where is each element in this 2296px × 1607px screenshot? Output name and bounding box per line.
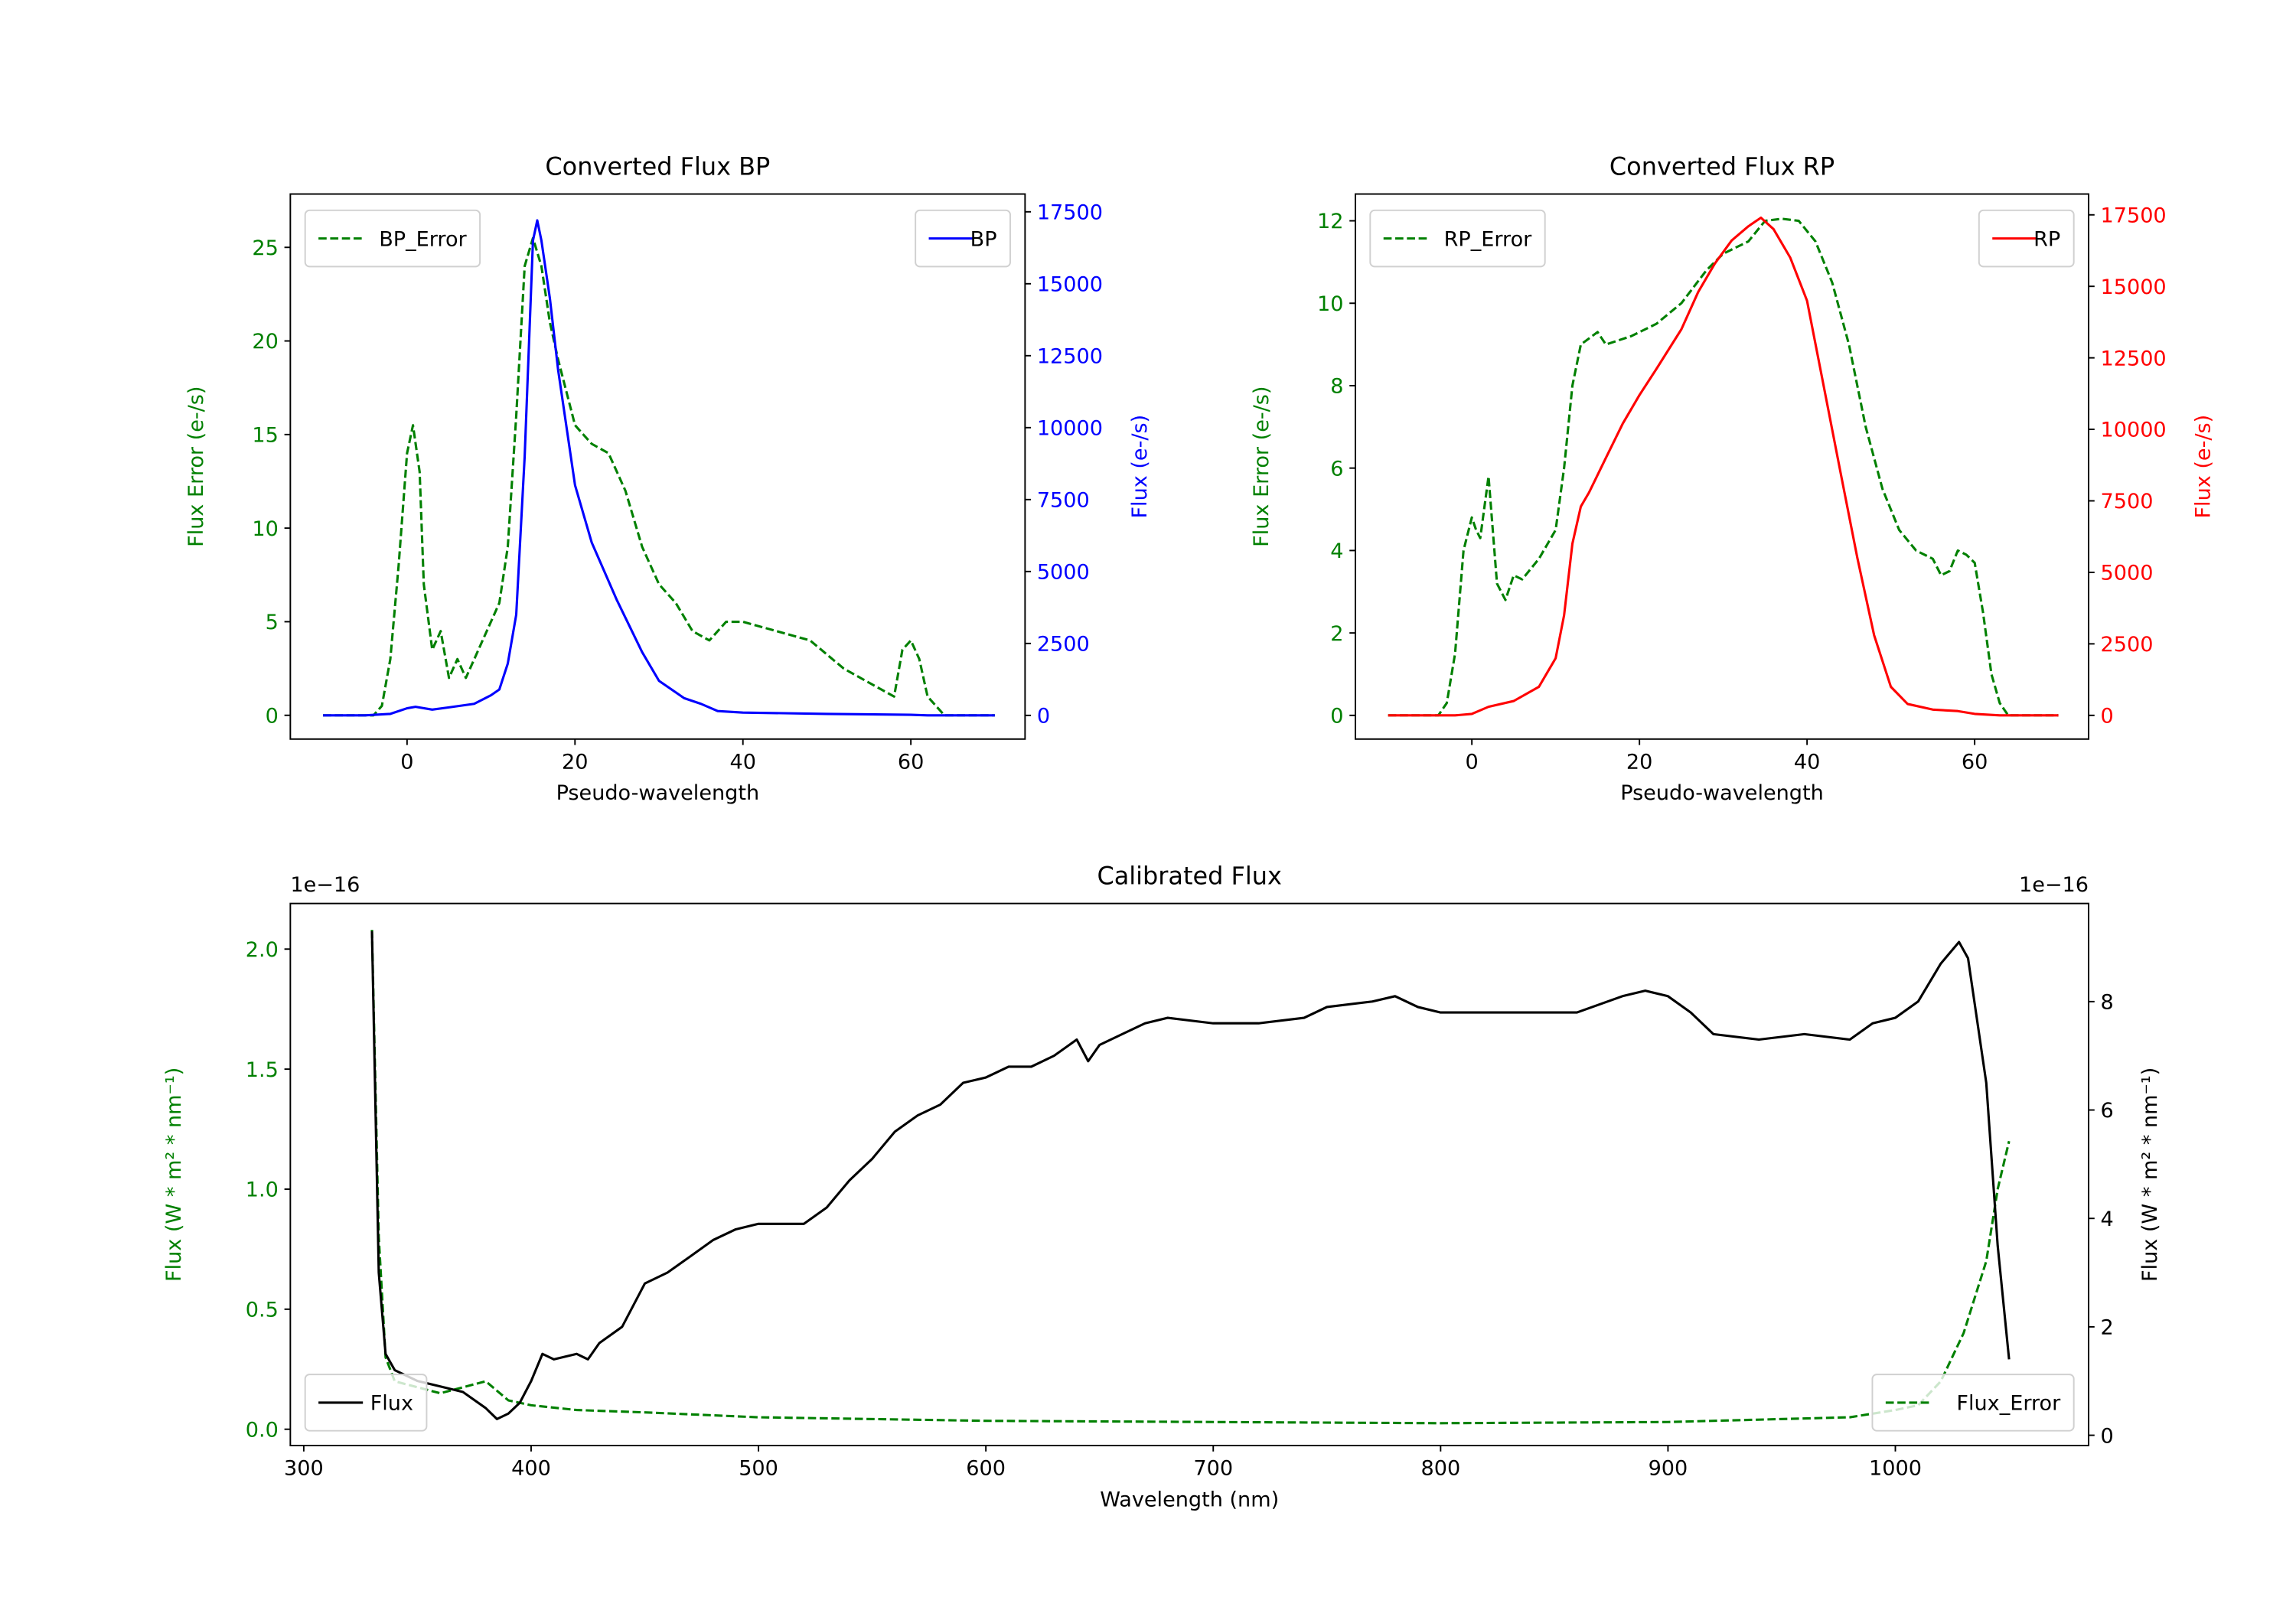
legend-label: RP_Error (1444, 227, 1533, 251)
bp-chart: 0 20 40 60 0 5 10 15 20 25 0 2500 5000 7500 10000 12500… (184, 152, 1152, 805)
y-right-tick-label: 12500 (2101, 347, 2167, 370)
x-tick-label: 500 (739, 1457, 778, 1481)
y-left-offset-label: 1e−16 (290, 873, 360, 897)
y-left-tick-label: 10 (252, 517, 278, 541)
y-left-axis-label: Flux (W * m² * nm⁻¹) (162, 1068, 186, 1282)
y-left-tick-label: 12 (1317, 210, 1343, 233)
legend-box (1871, 1374, 2075, 1432)
legend-label: BP (970, 227, 997, 251)
series-line-rp (1388, 216, 2059, 717)
x-tick-label: 60 (898, 751, 924, 774)
calibrated-flux-chart: 300 400 500 600 700 800 900 1000 0.0 0.5 1.0 1.5 2.0… (162, 861, 2162, 1511)
x-tick-label: 300 (284, 1457, 324, 1481)
y-right-tick-label: 2500 (1037, 633, 1090, 657)
y-right-tick-label: 5000 (1037, 561, 1090, 585)
y-left-tick-label: 2 (1330, 622, 1343, 646)
y-right-tick-label: 15000 (2101, 275, 2167, 299)
y-right-tick-label: 10000 (1037, 416, 1103, 440)
legend-label: Flux (370, 1392, 413, 1416)
y-right-offset-label: 1e−16 (2019, 873, 2089, 897)
chart-title: Calibrated Flux (1097, 861, 1281, 890)
y-left-tick-label: 15 (252, 424, 278, 448)
axes-frame (289, 193, 1026, 740)
legend-flux-error: Flux_Error (1871, 1374, 2075, 1432)
y-left-tick-label: 8 (1330, 375, 1343, 399)
y-right-tick-label: 2500 (2101, 633, 2154, 657)
chart-title: Converted Flux RP (1609, 152, 1835, 181)
series-line-flux-error (370, 930, 2011, 1425)
legend-label: RP (2033, 227, 2060, 251)
y-right-axis-label: Flux (e-/s) (2192, 415, 2216, 519)
x-tick-label: 60 (1962, 751, 1988, 774)
legend-bp: BP (915, 209, 1011, 268)
series-line-flux (370, 931, 2011, 1420)
legend-box (1369, 209, 1546, 268)
legend-rp-error: RP_Error (1369, 209, 1546, 268)
y-right-tick-label: 8 (2101, 991, 2114, 1015)
y-left-axis-label: Flux Error (e-/s) (184, 386, 208, 547)
axes-frame (1355, 193, 2089, 740)
x-tick-label: 40 (729, 751, 755, 774)
x-tick-label: 900 (1649, 1457, 1688, 1481)
x-tick-label: 20 (1626, 751, 1652, 774)
chart-title: Converted Flux BP (545, 152, 770, 181)
y-left-tick-label: 20 (252, 330, 278, 354)
series-line-bp-error (323, 236, 995, 717)
x-tick-label: 700 (1193, 1457, 1233, 1481)
legend-label: BP_Error (379, 227, 467, 251)
y-right-tick-label: 15000 (1037, 272, 1103, 296)
x-tick-label: 0 (1466, 751, 1479, 774)
x-tick-label: 400 (511, 1457, 551, 1481)
y-right-tick-label: 10000 (2101, 419, 2167, 442)
y-right-tick-label: 17500 (2101, 204, 2167, 227)
legend-box (304, 209, 481, 268)
y-left-tick-label: 0.5 (246, 1299, 279, 1322)
x-axis-label: Pseudo-wavelength (556, 781, 760, 805)
x-tick-label: 0 (400, 751, 413, 774)
x-tick-label: 800 (1420, 1457, 1460, 1481)
y-left-tick-label: 1.5 (246, 1058, 279, 1082)
y-right-tick-label: 6 (2101, 1099, 2114, 1123)
y-left-tick-label: 4 (1330, 539, 1343, 563)
y-left-axis-label: Flux Error (e-/s) (1250, 386, 1274, 547)
y-left-tick-label: 0 (1330, 705, 1343, 729)
legend-bp-error: BP_Error (304, 209, 481, 268)
y-left-tick-label: 1.0 (246, 1178, 279, 1202)
y-right-tick-label: 0 (2101, 704, 2114, 728)
y-right-tick-label: 12500 (1037, 344, 1103, 368)
y-left-tick-label: 0 (266, 704, 279, 728)
y-left-tick-label: 5 (266, 611, 279, 634)
y-right-tick-label: 5000 (2101, 562, 2154, 585)
legend-label: Flux_Error (1956, 1392, 2061, 1416)
series-line-rp-error (1388, 217, 2059, 717)
y-left-tick-label: 0.0 (246, 1418, 279, 1442)
x-axis-label: Wavelength (nm) (1100, 1488, 1279, 1511)
y-right-axis-label: Flux (e-/s) (1128, 415, 1152, 519)
y-left-tick-label: 25 (252, 236, 278, 260)
y-right-tick-label: 17500 (1037, 200, 1103, 224)
rp-chart: 0 20 40 60 0 2 4 6 8 10 12 0 2500 5000 7500 10000 12500 1… (1250, 152, 2216, 805)
y-right-axis-label: Flux (W * m² * nm⁻¹) (2138, 1068, 2162, 1282)
y-right-tick-label: 0 (2101, 1424, 2114, 1448)
y-right-tick-label: 4 (2101, 1208, 2114, 1231)
legend-rp: RP (1978, 209, 2075, 268)
legend-flux: Flux (304, 1374, 428, 1432)
x-tick-label: 600 (966, 1457, 1006, 1481)
x-tick-label: 1000 (1869, 1457, 1922, 1481)
y-right-tick-label: 2 (2101, 1316, 2114, 1340)
y-left-tick-label: 2.0 (246, 938, 279, 962)
x-tick-label: 40 (1794, 751, 1820, 774)
y-right-tick-label: 0 (1037, 705, 1050, 729)
x-tick-label: 20 (562, 751, 588, 774)
axes-frame (289, 902, 2089, 1446)
y-left-tick-label: 10 (1317, 292, 1343, 316)
x-axis-label: Pseudo-wavelength (1620, 781, 1824, 805)
y-right-tick-label: 7500 (2101, 490, 2154, 513)
y-left-tick-label: 6 (1330, 457, 1343, 481)
series-line-bp (323, 219, 995, 717)
y-right-tick-label: 7500 (1037, 489, 1090, 513)
legend-box (304, 1374, 428, 1432)
